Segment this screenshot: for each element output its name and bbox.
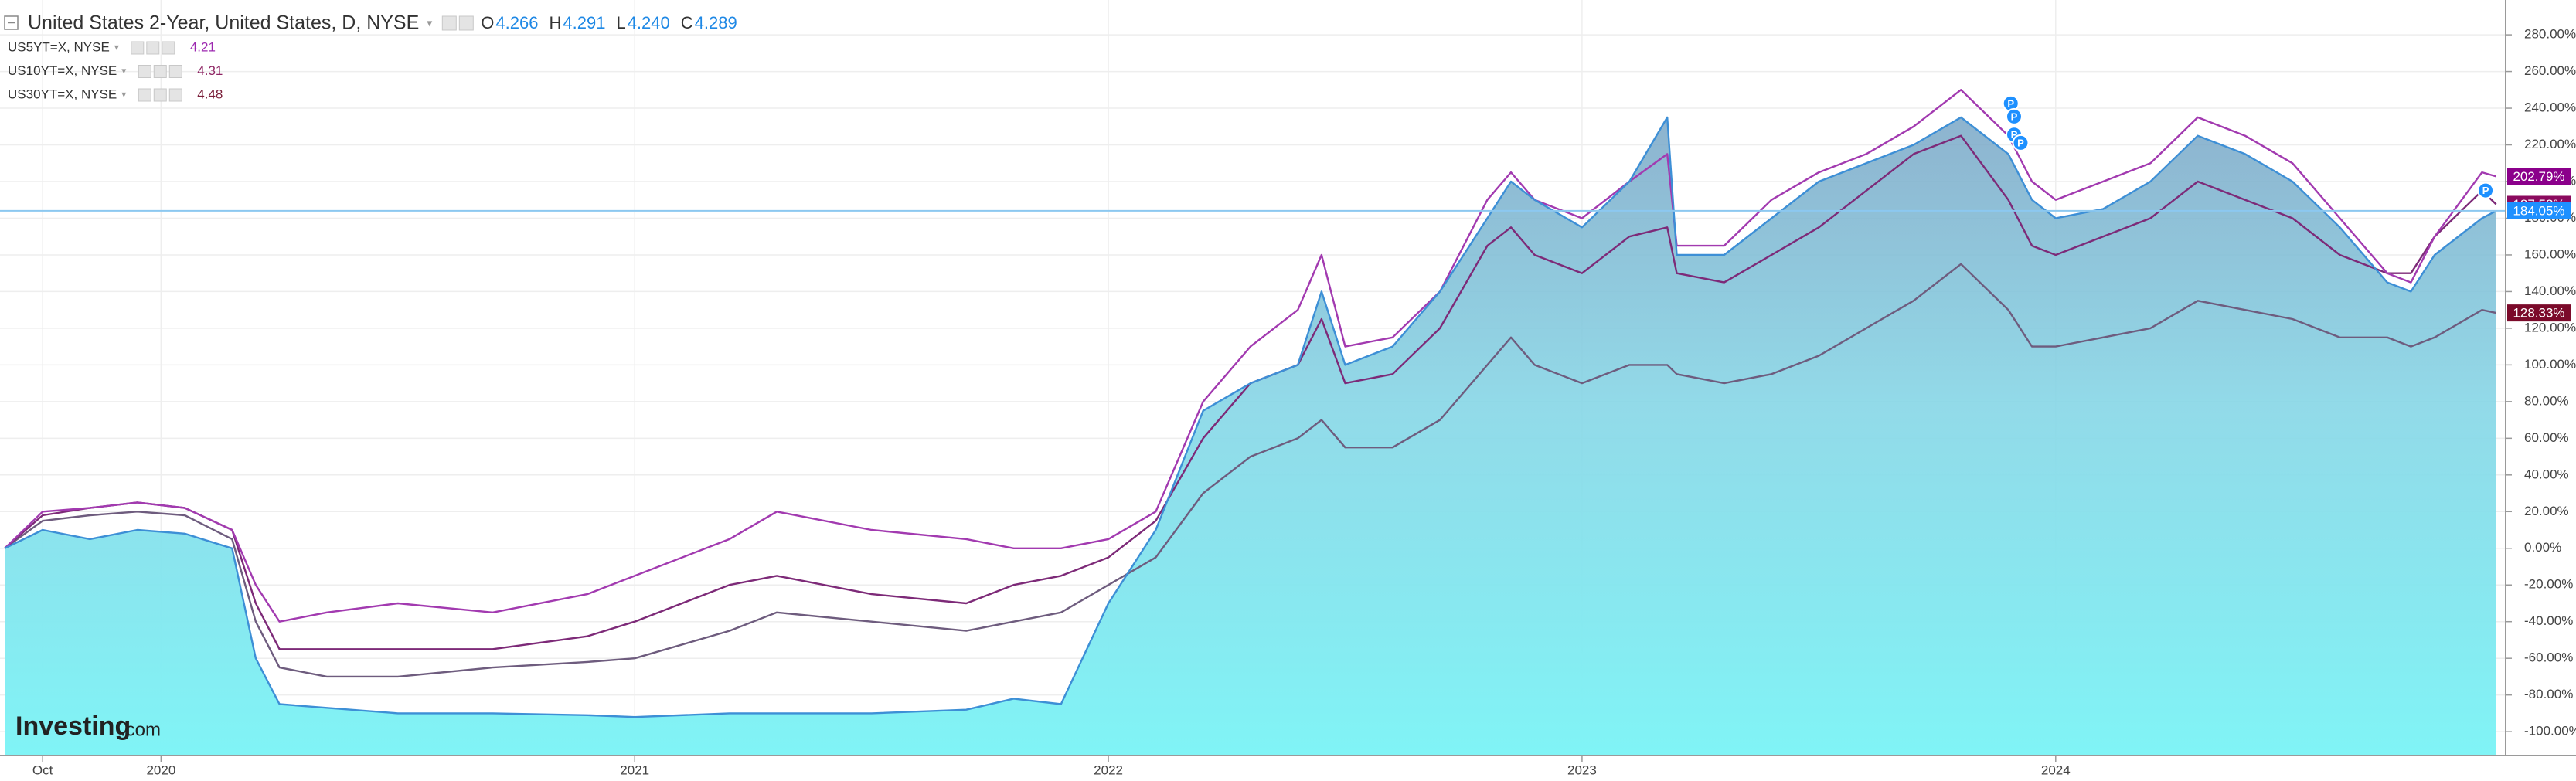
legend-dropdown: ▾ bbox=[427, 17, 432, 29]
legend-icon[interactable] bbox=[168, 65, 182, 78]
legend-ohlc-value: 4.291 bbox=[563, 13, 605, 32]
legend-entry[interactable]: US30YT=X, NYSE bbox=[8, 87, 117, 101]
legend-icon[interactable] bbox=[162, 41, 175, 55]
legend-ohlc-key: C bbox=[681, 13, 693, 32]
legend-icon[interactable] bbox=[153, 88, 167, 102]
y-tick-label: 40.00% bbox=[2524, 467, 2569, 481]
legend-icon[interactable] bbox=[138, 88, 151, 102]
price-label-box bbox=[2507, 202, 2571, 219]
legend-icon[interactable] bbox=[146, 41, 160, 55]
y-tick-label: 120.00% bbox=[2524, 320, 2576, 334]
y-tick-label: 260.00% bbox=[2524, 63, 2576, 78]
collapse-icon[interactable] bbox=[4, 15, 19, 30]
legend-ohlc-key: H bbox=[549, 13, 561, 32]
y-tick-label: -20.00% bbox=[2524, 577, 2573, 592]
legend-ohlc-value: 4.240 bbox=[628, 13, 670, 32]
area bbox=[5, 117, 2496, 756]
legend-icon[interactable] bbox=[153, 65, 167, 78]
x-tick-label: 2021 bbox=[620, 762, 649, 777]
price-label: 184.05% bbox=[2513, 203, 2564, 218]
y-tick-label: 220.00% bbox=[2524, 137, 2576, 151]
y-tick-label: -40.00% bbox=[2524, 613, 2573, 628]
x-tick-label: 2022 bbox=[1094, 762, 1123, 777]
y-tick-label: 20.00% bbox=[2524, 504, 2569, 518]
watermark-suffix: .com bbox=[121, 719, 161, 740]
y-tick-label: 140.00% bbox=[2524, 284, 2576, 298]
legend-icon[interactable] bbox=[168, 88, 182, 102]
x-tick-label: 2023 bbox=[1567, 762, 1597, 777]
legend-ohlc-key: L bbox=[616, 13, 625, 32]
legend-dropdown: ▾ bbox=[121, 66, 126, 76]
legend-quote: 4.31 bbox=[197, 63, 223, 78]
legend-icon[interactable] bbox=[138, 65, 151, 78]
watermark: Investing .com bbox=[15, 711, 161, 741]
series-line bbox=[4, 134, 2497, 650]
y-tick-label: 60.00% bbox=[2524, 430, 2569, 445]
legend-quote: 4.48 bbox=[197, 87, 223, 101]
watermark-brand: Investing bbox=[15, 711, 131, 741]
y-tick-label: -60.00% bbox=[2524, 650, 2573, 665]
y-tick-label: 240.00% bbox=[2524, 100, 2576, 115]
legend-quote: 4.21 bbox=[190, 39, 216, 54]
legend-ohlc-key: O bbox=[481, 13, 494, 32]
y-tick-label: -80.00% bbox=[2524, 687, 2573, 701]
legend-entry[interactable]: US10YT=X, NYSE bbox=[8, 63, 117, 78]
y-tick-label: -100.00% bbox=[2524, 724, 2576, 739]
annotation-marker-label: P bbox=[2482, 185, 2489, 196]
legend-ohlc-value: 4.266 bbox=[495, 13, 538, 32]
annotation-marker-label: P bbox=[2011, 110, 2018, 122]
y-tick-label: 100.00% bbox=[2524, 357, 2576, 372]
legend-icon[interactable] bbox=[458, 15, 474, 31]
annotation-marker-label: P bbox=[2017, 137, 2024, 148]
legend-title: United States 2-Year, United States, D, … bbox=[28, 12, 419, 34]
legend-dropdown: ▾ bbox=[121, 89, 126, 100]
x-tick-label: 2024 bbox=[2041, 762, 2071, 777]
series-line bbox=[4, 263, 2496, 678]
legend-icon[interactable] bbox=[131, 41, 145, 55]
annotation-marker[interactable] bbox=[2477, 182, 2495, 199]
y-tick-label: 0.00% bbox=[2524, 540, 2561, 555]
price-label-box bbox=[2507, 168, 2571, 185]
price-label: 128.33% bbox=[2513, 306, 2564, 321]
y-tick-label: 280.00% bbox=[2524, 27, 2576, 42]
x-tick-label: Oct bbox=[32, 762, 53, 777]
legend-entry[interactable]: US5YT=X, NYSE bbox=[8, 39, 110, 54]
y-tick-label: 160.00% bbox=[2524, 246, 2576, 261]
annotation-marker[interactable] bbox=[2012, 134, 2030, 151]
legend-dropdown: ▾ bbox=[114, 42, 119, 53]
legend-ohlc-value: 4.289 bbox=[695, 13, 737, 32]
price-label: 202.79% bbox=[2513, 169, 2564, 184]
x-tick-label: 2020 bbox=[146, 762, 175, 777]
y-tick-label: 80.00% bbox=[2524, 393, 2569, 408]
series-line bbox=[4, 116, 2497, 718]
legend: United States 2-Year, United States, D, … bbox=[4, 12, 737, 102]
price-label-box bbox=[2507, 304, 2571, 322]
annotation-marker-label: P bbox=[2007, 97, 2014, 109]
legend-icon[interactable] bbox=[441, 15, 457, 31]
annotation-marker[interactable] bbox=[2005, 107, 2023, 125]
annotation-marker-label: P bbox=[2011, 129, 2018, 141]
